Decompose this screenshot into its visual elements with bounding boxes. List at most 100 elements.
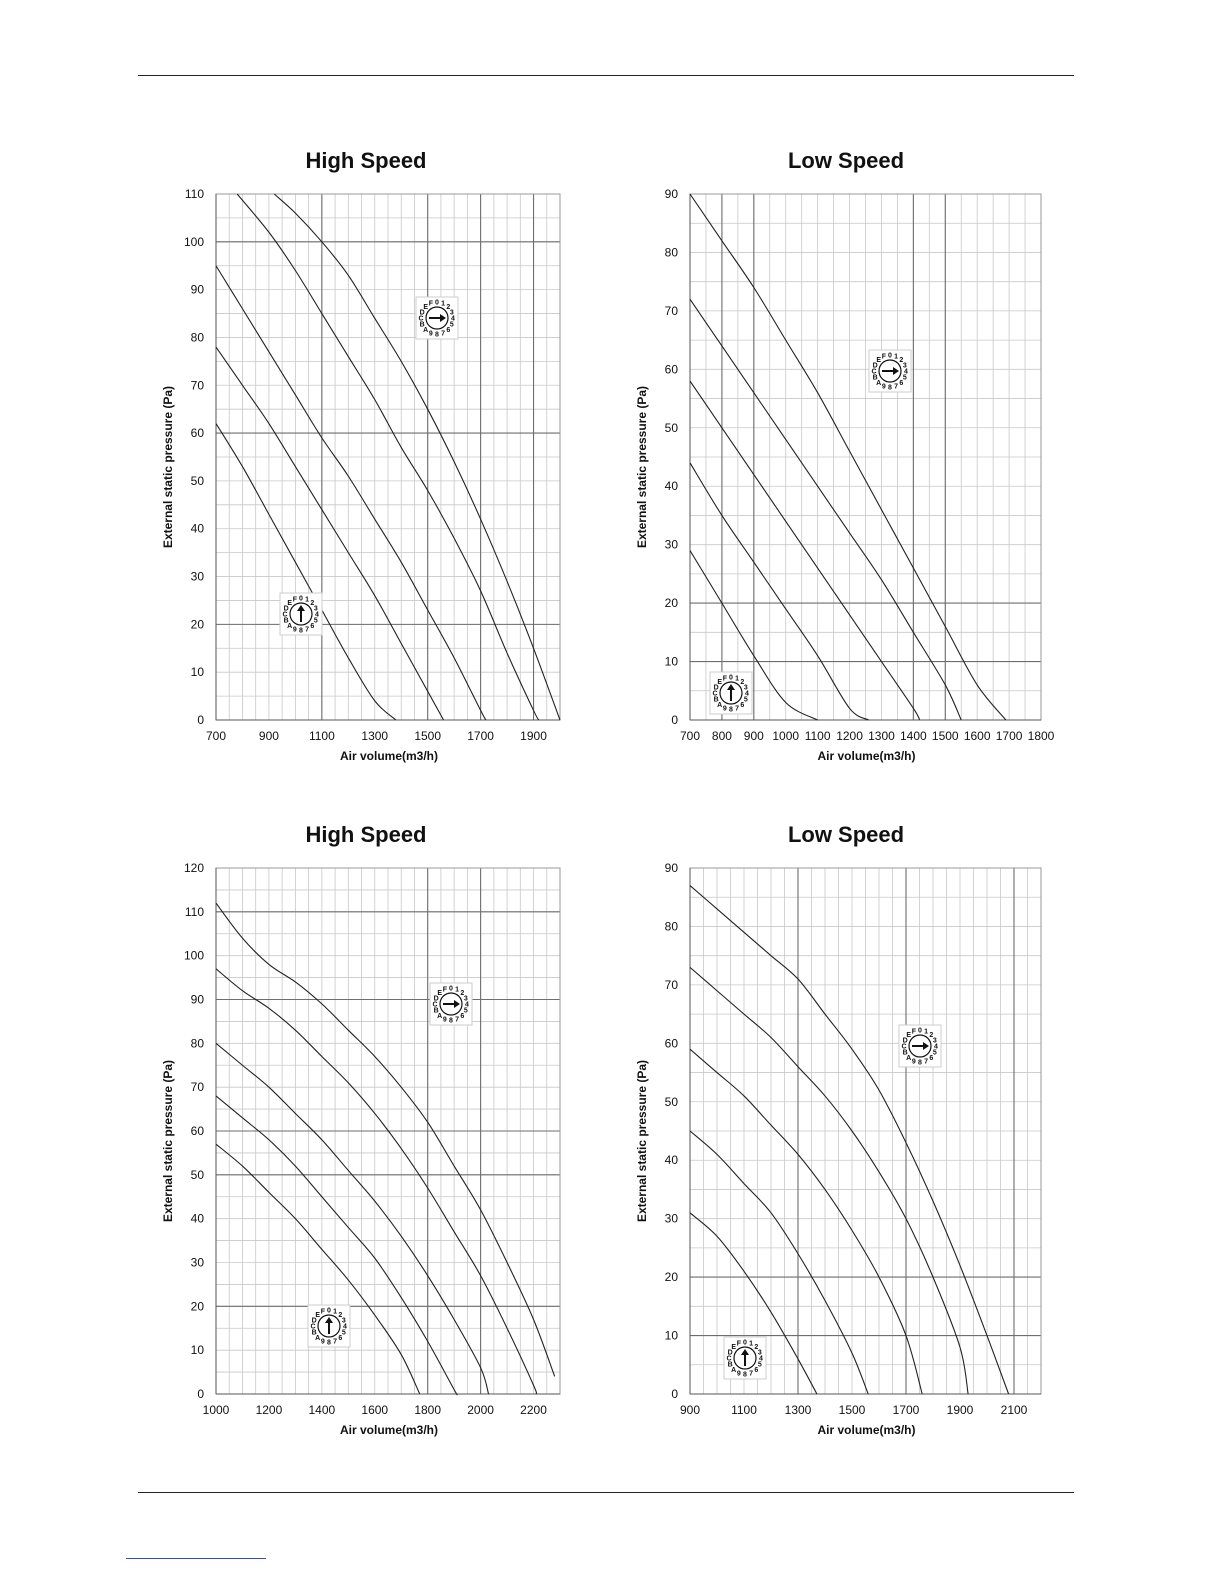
x-tick-label: 800 — [712, 729, 732, 743]
x-tick-label: 1500 — [839, 1403, 866, 1417]
dial-switch-char: 5 — [744, 697, 748, 704]
y-tick-label: 90 — [191, 283, 205, 297]
y-tick-label: 0 — [197, 713, 204, 727]
dial-switch-char: F — [912, 1029, 917, 1036]
y-tick-label: 80 — [191, 330, 205, 344]
dial-switch-char: B — [873, 375, 878, 382]
dial-switch-char: A — [717, 702, 722, 709]
dial-switch-char: 9 — [737, 1370, 741, 1377]
dial-switch-char: 2 — [310, 600, 314, 607]
dial-switch-char: 1 — [333, 1309, 337, 1316]
dial-switch-char: 3 — [342, 1317, 346, 1324]
dial-switch-char: B — [903, 1050, 908, 1057]
dial-switch-char: 0 — [888, 353, 892, 360]
dial-switch-char: 0 — [729, 675, 733, 682]
chart-title: Low Speed — [787, 148, 905, 173]
x-tick-label: 2000 — [467, 1403, 494, 1417]
y-tick-label: 50 — [191, 1168, 205, 1182]
dial-switch-char: 5 — [758, 1362, 762, 1369]
dial-switch-char: D — [284, 605, 289, 612]
performance-curve — [689, 966, 969, 1395]
x-axis-label: Air volume(m3/h) — [817, 749, 915, 763]
dial-switch-char: 6 — [338, 1335, 342, 1342]
dial-switch-char: 0 — [299, 596, 303, 603]
x-tick-label: 1700 — [996, 729, 1023, 743]
dial-switch-char: 7 — [441, 330, 445, 337]
dial-switch-char: D — [312, 1317, 317, 1324]
y-tick-label: 40 — [665, 479, 679, 493]
dial-switch-char: 4 — [759, 1356, 763, 1363]
dial-switch-char: 9 — [443, 1016, 447, 1023]
dial-switch-char: 5 — [933, 1050, 937, 1057]
dial-switch-char: 8 — [918, 1060, 922, 1067]
header-rule — [138, 75, 1074, 76]
dial-switch-char: 2 — [754, 1344, 758, 1351]
dial-switch-char: 2 — [899, 357, 903, 364]
x-tick-label: 2100 — [1001, 1403, 1028, 1417]
dial-switch-char: A — [287, 623, 292, 630]
dial-switch-char: D — [903, 1037, 908, 1044]
x-axis-label: Air volume(m3/h) — [340, 1423, 438, 1437]
dial-switch-char: A — [876, 380, 881, 387]
x-tick-label: 1000 — [203, 1403, 230, 1417]
dial-switch-char: 3 — [933, 1037, 937, 1044]
y-tick-label: 20 — [665, 1270, 679, 1284]
dial-switch-char: C — [282, 612, 287, 619]
x-tick-label: 1200 — [256, 1403, 283, 1417]
dial-switch-char: 5 — [314, 618, 318, 625]
x-tick-label: 900 — [680, 1403, 700, 1417]
performance-curve — [215, 346, 445, 721]
y-tick-label: 80 — [665, 919, 679, 933]
x-tick-label: 700 — [206, 729, 226, 743]
dial-switch-char: 1 — [455, 987, 459, 994]
y-tick-label: 70 — [665, 978, 679, 992]
dial-switch-char: 6 — [754, 1367, 758, 1374]
dial-switch-char: 8 — [449, 1018, 453, 1025]
dial-switch-char: 7 — [455, 1016, 459, 1023]
dial-switch-char: 2 — [929, 1032, 933, 1039]
y-tick-label: 10 — [191, 1343, 205, 1357]
footer-rule — [138, 1492, 1074, 1493]
x-tick-label: 1700 — [467, 729, 494, 743]
x-tick-label: 1500 — [414, 729, 441, 743]
x-tick-label: 1100 — [805, 729, 831, 743]
dial-switch-char: 3 — [758, 1349, 762, 1356]
dial-switch-char: C — [432, 1002, 437, 1009]
performance-curve — [689, 462, 869, 721]
y-tick-label: 90 — [665, 187, 679, 201]
dial-switch-char: 4 — [315, 612, 319, 619]
performance-curve — [689, 550, 818, 721]
dial-switch-char: 3 — [903, 362, 907, 369]
chart-title: High Speed — [305, 148, 427, 173]
dial-switch-char: 7 — [305, 626, 309, 633]
performance-curve — [689, 1048, 923, 1395]
dial-switch-char: 9 — [429, 330, 433, 337]
dial-switch-char: 8 — [435, 332, 439, 339]
dial-switch-char: E — [437, 990, 442, 997]
y-tick-label: 50 — [191, 474, 205, 488]
dial-switch-char: 0 — [918, 1028, 922, 1035]
arrow-head — [440, 314, 446, 322]
y-tick-label: 80 — [665, 245, 679, 259]
x-tick-label: 1500 — [932, 729, 959, 743]
dial-switch-char: 6 — [310, 623, 314, 630]
arrow-head — [893, 367, 899, 375]
performance-curve — [215, 265, 487, 721]
dial-switch-char: 8 — [888, 385, 892, 392]
dial-switch-char: C — [901, 1044, 906, 1051]
y-tick-label: 90 — [191, 993, 205, 1007]
dial-switch-char: 4 — [934, 1044, 938, 1051]
dial-switch-char: 4 — [343, 1324, 347, 1331]
dial-switch-char: F — [293, 597, 298, 604]
dial-switch-char: E — [315, 1312, 320, 1319]
x-tick-label: 1000 — [772, 729, 799, 743]
dial-switch-char: 6 — [740, 702, 744, 709]
dial-switch-char: E — [906, 1032, 911, 1039]
performance-curve — [689, 193, 1007, 721]
performance-curve — [215, 968, 538, 1395]
